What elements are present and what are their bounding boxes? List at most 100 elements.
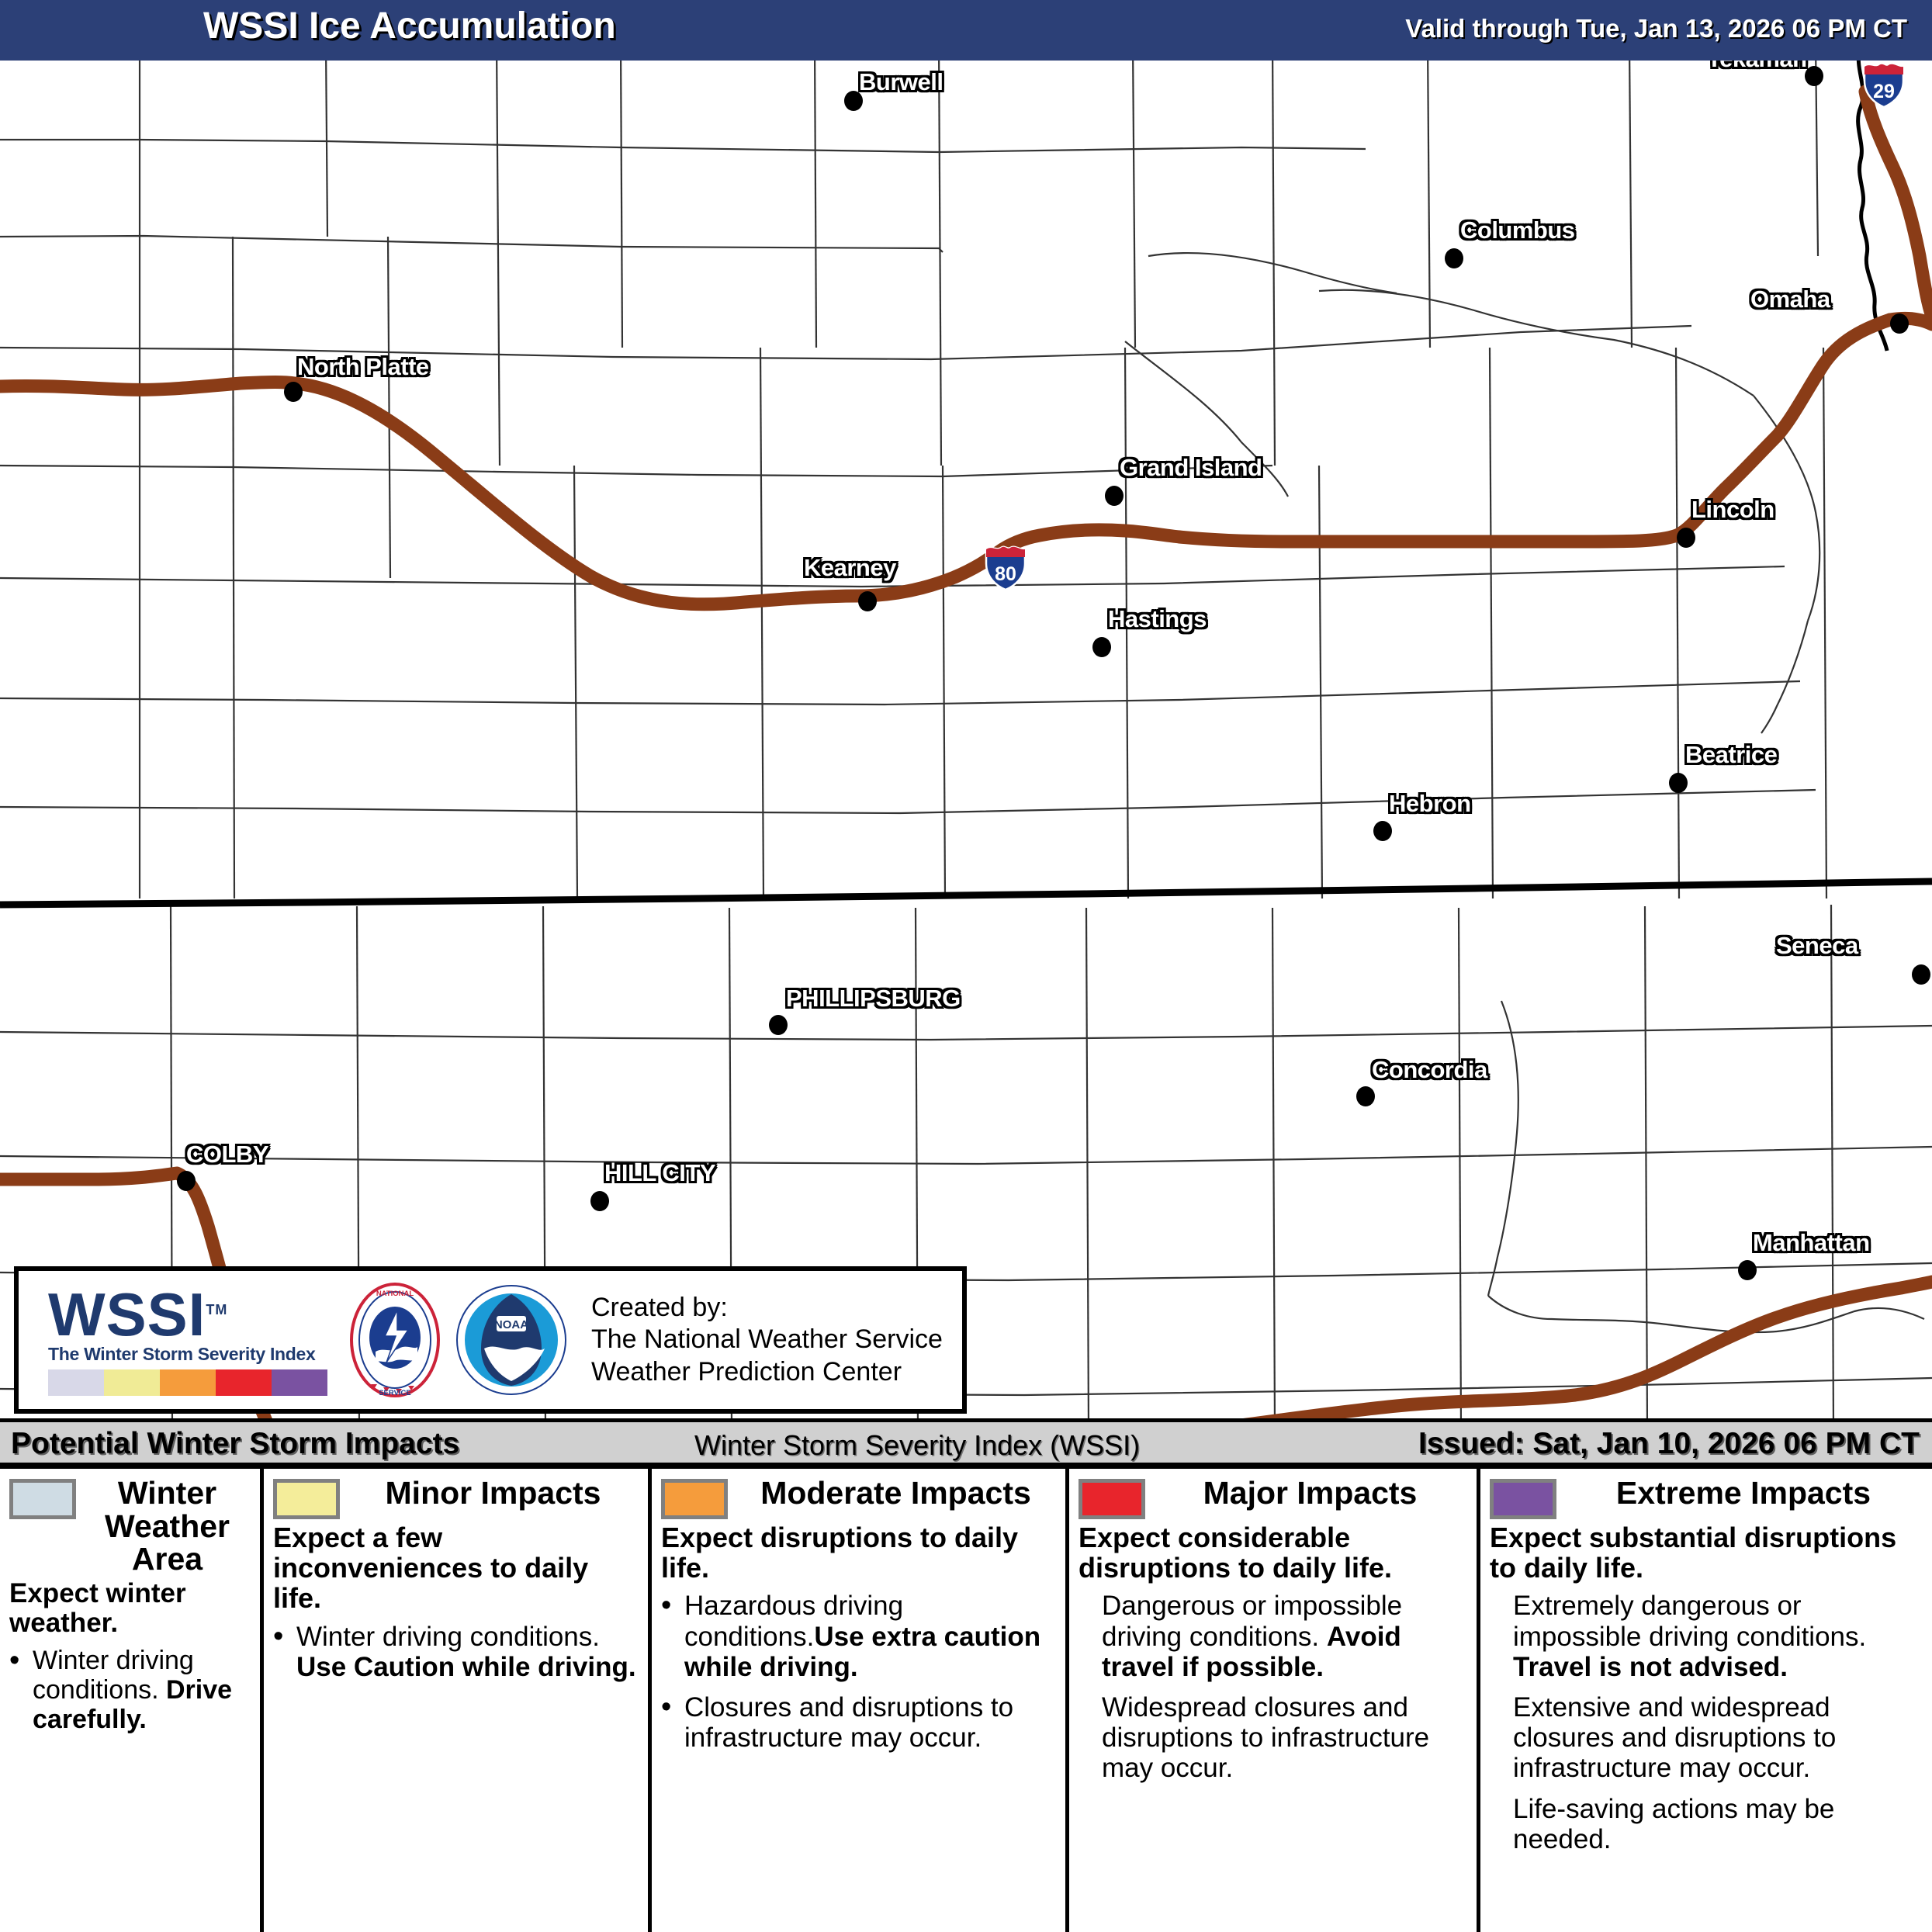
wssi-logo-box: WSSITM The Winter Storm Severity Index N… (14, 1266, 967, 1414)
legend-bullet-list: Hazardous driving conditions.Use extra c… (661, 1589, 1056, 1753)
legend-panel-header: Extreme Impacts (1490, 1477, 1923, 1519)
interstate-shield-80: 80 (984, 543, 1027, 591)
ramp-swatch-2 (160, 1369, 216, 1397)
legend-panel-header: Moderate Impacts (661, 1477, 1056, 1519)
legend-panel-moderate-impacts: Moderate Impacts Expect disruptions to da… (652, 1469, 1069, 1932)
legend-color-swatch (661, 1479, 728, 1519)
wssi-color-ramp (48, 1369, 327, 1397)
wssi-brand: WSSITM The Winter Storm Severity Index (19, 1284, 329, 1397)
legend-bullet-item: Extensive and widespread closures and di… (1513, 1692, 1837, 1784)
legend-bullet-list: Extremely dangerous or impossible drivin… (1490, 1591, 1923, 1854)
legend-bullet-item: Extremely dangerous or impossible drivin… (1513, 1591, 1867, 1682)
legend-bullet-item: Life-saving actions may be needed. (1513, 1793, 1835, 1854)
city-dot (1912, 964, 1930, 985)
wssi-wordmark-text: WSSI (48, 1279, 206, 1349)
legend-panel-lead: Expect considerable disruptions to daily… (1079, 1522, 1393, 1584)
city-dot (769, 1015, 788, 1035)
legend-color-swatch (9, 1479, 76, 1519)
legend-bullet-emphasis: Avoid travel if possible. (1102, 1621, 1401, 1682)
wssi-subtitle-label: Winter Storm Severity Index (WSSI) (694, 1429, 1141, 1461)
highway-south-kansas-line (1203, 1275, 1932, 1429)
city-dot (1890, 313, 1909, 334)
city-dot (844, 91, 863, 111)
city-dot (1677, 528, 1695, 548)
city-dot (1373, 821, 1392, 841)
city-dot (858, 591, 877, 611)
legend-bullet-item: Winter driving conditions. Use Caution w… (273, 1620, 639, 1682)
legend-bullet-list: Winter driving conditions. Drive careful… (9, 1644, 251, 1735)
ramp-swatch-4 (272, 1369, 327, 1397)
legend-panel-minor-impacts: Minor Impacts Expect a few inconveniences… (264, 1469, 652, 1932)
issued-label: Issued: Sat, Jan 10, 2026 06 PM CT (1418, 1427, 1920, 1460)
legend-panel-header: Minor Impacts (273, 1477, 639, 1519)
legend-bullet-item: Winter driving conditions. Drive careful… (9, 1644, 251, 1735)
created-by-line-1: Created by: (591, 1292, 728, 1322)
interstate-shield-29: 29 (1862, 61, 1906, 109)
legend-bullet-item: Dangerous or impossible driving conditio… (1102, 1591, 1403, 1682)
legend-bullet-list: Dangerous or impossible driving conditio… (1079, 1591, 1467, 1783)
impact-legend: Winter Weather Area Expect winter weather… (0, 1466, 1932, 1932)
wssi-wordmark: WSSITM (48, 1284, 329, 1345)
legend-panel-header: Major Impacts (1079, 1477, 1467, 1519)
svg-text:NATIONAL: NATIONAL (376, 1290, 414, 1298)
noaa-seal-icon: NOAA (456, 1285, 566, 1395)
page-title: WSSI Ice Accumulation (203, 5, 616, 47)
ramp-swatch-1 (104, 1369, 160, 1397)
highway-i29-line (1858, 85, 1932, 324)
legend-panel-extreme-impacts: Extreme Impacts Expect substantial disrup… (1480, 1469, 1932, 1932)
legend-color-swatch (1490, 1479, 1556, 1519)
city-dot (1092, 637, 1111, 657)
legend-panel-lead: Expect substantial disruptions to daily … (1490, 1522, 1897, 1584)
header-bar: WSSI Ice Accumulation Valid through Tue,… (0, 0, 1932, 61)
city-dot (1105, 486, 1124, 506)
legend-bullet-item: Hazardous driving conditions.Use extra c… (661, 1589, 1056, 1682)
created-by-line-3: Weather Prediction Center (591, 1356, 902, 1387)
legend-color-swatch (1079, 1479, 1145, 1519)
impacts-title-strip: Potential Winter Storm Impacts Winter St… (0, 1418, 1932, 1466)
created-by-line-2: The National Weather Service (591, 1324, 943, 1355)
city-dot (1805, 66, 1823, 86)
nws-seal-icon: NATIONAL SERVICE (350, 1283, 440, 1397)
ramp-swatch-0 (48, 1369, 104, 1397)
legend-bullet-item: Widespread closures and disruptions to i… (1102, 1692, 1430, 1784)
legend-panel-lead: Expect disruptions to daily life. (661, 1522, 1019, 1584)
legend-panel-title: Moderate Impacts (760, 1475, 1031, 1511)
agency-logos: NATIONAL SERVICE NOAA (337, 1282, 570, 1398)
valid-through-text: Valid through Tue, Jan 13, 2026 06 PM CT (1405, 14, 1907, 43)
state-border-ne-ks (0, 878, 1932, 909)
map-geometry (0, 42, 1932, 1429)
city-dot (1356, 1086, 1375, 1106)
legend-panel-lead: Expect a few inconveniences to daily lif… (273, 1522, 589, 1615)
legend-panel-header: Winter Weather Area (9, 1477, 251, 1576)
potential-impacts-label: Potential Winter Storm Impacts (11, 1427, 460, 1460)
legend-panel-title: Major Impacts (1203, 1475, 1418, 1511)
city-dot (1445, 248, 1463, 268)
legend-bullet-list: Winter driving conditions. Use Caution w… (273, 1620, 639, 1682)
legend-bullet-emphasis: Use extra caution while driving. (684, 1621, 1041, 1682)
legend-panel-title: Extreme Impacts (1615, 1475, 1871, 1511)
svg-text:80: 80 (995, 563, 1016, 585)
city-dot (1738, 1260, 1757, 1280)
legend-color-swatch (273, 1479, 340, 1519)
legend-panel-lead: Expect winter weather. (9, 1577, 186, 1639)
svg-text:29: 29 (1873, 81, 1895, 102)
wssi-tagline: The Winter Storm Severity Index (48, 1344, 316, 1365)
city-dot (590, 1191, 609, 1211)
city-dot (177, 1171, 196, 1191)
legend-bullet-emphasis: Drive carefully. (33, 1675, 233, 1735)
legend-bullet-emphasis: Travel is not advised. (1513, 1651, 1788, 1682)
map-canvas[interactable]: 80 29 BurwellTekamahColumbusOmahaNorth P… (0, 0, 1932, 1429)
legend-panel-major-impacts: Major Impacts Expect considerable disrupt… (1069, 1469, 1480, 1932)
svg-text:SERVICE: SERVICE (379, 1389, 411, 1397)
city-dot (1669, 773, 1688, 793)
trademark-symbol: TM (206, 1301, 228, 1317)
legend-panel-winter-weather-area: Winter Weather Area Expect winter weather… (0, 1469, 264, 1932)
legend-bullet-item: Closures and disruptions to infrastructu… (661, 1691, 1056, 1753)
missouri-river-border (1856, 47, 1889, 351)
city-dot (284, 382, 303, 402)
legend-panel-title: Winter Weather Area (104, 1475, 230, 1577)
legend-bullet-emphasis: Use Caution while driving. (296, 1651, 636, 1682)
noaa-label: NOAA (494, 1318, 528, 1331)
ramp-swatch-3 (216, 1369, 272, 1397)
